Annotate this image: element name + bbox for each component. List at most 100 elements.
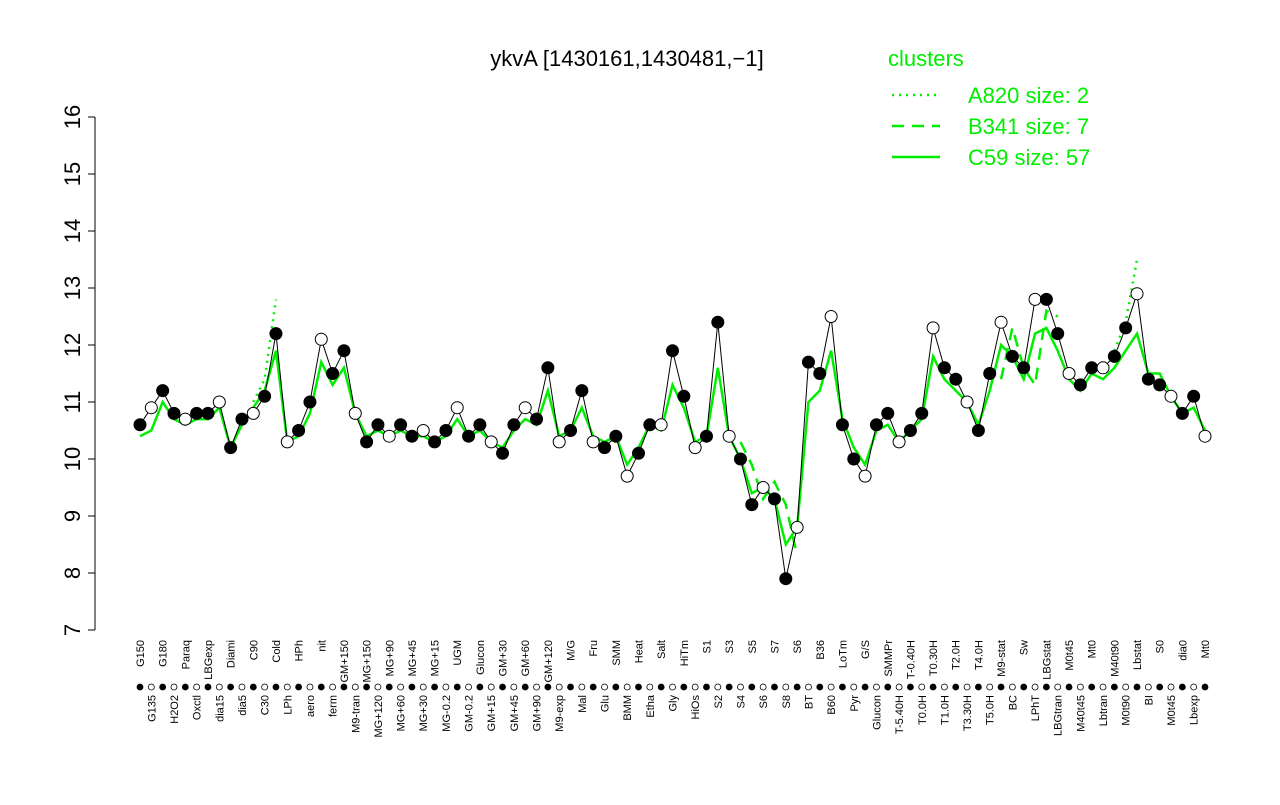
x-tick-label: GM+90 [532,695,544,731]
x-tick-label: GM-0.2 [464,695,476,732]
data-point [892,435,906,449]
category-marker [691,683,699,691]
data-point [926,321,940,335]
data-point [779,572,793,586]
x-tick-label: B60 [826,695,838,715]
category-marker [1076,683,1084,691]
x-tick-label: Heat [634,640,646,663]
category-marker [408,683,416,691]
data-point [484,435,498,449]
data-point [473,418,487,432]
x-tick-label: MG-0.2 [441,695,453,732]
x-tick-label: Sw [1019,640,1031,655]
data-point [1187,389,1201,403]
x-tick-label: LBGstat [1041,640,1053,680]
data-point [767,492,781,506]
x-tick-label: Lbstat [1132,640,1144,670]
data-point [246,406,260,420]
data-point [801,355,815,369]
data-point [167,406,181,420]
x-tick-label: M0t45 [1166,695,1178,726]
data-point [598,441,612,455]
x-tick-label: S2 [713,695,725,708]
category-marker [1110,683,1118,691]
x-tick-label: UGM [452,640,464,666]
data-point [813,367,827,380]
data-point [971,424,985,437]
legend-label: C59 size: 57 [968,145,1090,170]
data-point [314,332,328,346]
x-tick-label: T0.0H [917,695,929,725]
data-point [881,406,895,420]
x-tick-label: MG+120 [373,695,385,738]
category-marker [657,683,665,691]
y-tick-label: 10 [60,447,85,471]
category-marker [329,683,337,691]
cluster-line [252,299,278,403]
data-point [1096,361,1110,375]
legend-label: B341 size: 7 [968,114,1089,139]
category-marker [601,683,608,691]
x-tick-label: Mt0 [1200,640,1212,658]
data-point [564,424,578,437]
data-point [620,469,634,483]
category-marker [227,683,235,691]
x-tick-label: T0.30H [928,640,940,676]
category-marker [771,683,778,691]
x-tick-label: S1 [701,640,713,653]
x-tick-label: Etha [645,694,657,718]
category-marker [181,683,189,691]
x-tick-label: C30 [260,695,272,715]
x-tick-label: T3.30H [962,695,974,731]
category-marker [669,683,676,691]
x-tick-label: M/G [566,640,578,661]
x-tick-label: LoTm [837,640,849,668]
category-marker [159,683,167,691]
category-marker [873,683,880,691]
data-point [541,361,555,375]
x-tick-label: BI [1143,695,1155,705]
x-tick-label: Glu [600,695,612,712]
data-point [462,429,476,443]
data-point [1198,429,1212,443]
category-marker [170,683,178,691]
x-tick-label: C90 [248,640,260,660]
x-tick-label: S4 [735,695,747,708]
data-point [1073,378,1087,392]
data-point [224,441,238,455]
data-point [1153,378,1167,392]
category-marker [680,683,688,691]
x-tick-label: GM+150 [339,640,351,683]
data-point [915,406,929,420]
data-point [983,367,997,380]
category-marker [1099,683,1107,691]
x-tick-label: Lbtran [1098,695,1110,726]
x-tick-label: M0t45 [1064,640,1076,671]
data-point [303,395,317,409]
x-tick-label: G150 [135,640,147,667]
category-marker [907,683,914,691]
y-tick-label: 15 [60,162,85,186]
category-marker [759,683,767,691]
data-point [586,435,600,449]
x-tick-label: Gly [668,695,680,712]
category-marker [646,683,654,691]
data-point [144,401,158,415]
data-point [1005,349,1019,363]
data-point [688,441,702,455]
x-tick-label: S7 [769,640,781,653]
category-marker [929,683,937,691]
x-tick-label: B36 [815,640,827,660]
x-tick-label: T1.0H [939,695,951,725]
x-tick-label: G135 [146,695,158,722]
x-tick-label: S6 [758,695,770,708]
y-tick-label: 9 [60,510,85,522]
data-point [1051,327,1065,341]
data-point [292,424,306,437]
category-marker [918,683,926,691]
data-point [722,429,736,443]
category-marker [306,683,314,691]
data-point [258,389,272,403]
category-marker [397,683,404,691]
category-marker [193,683,201,691]
